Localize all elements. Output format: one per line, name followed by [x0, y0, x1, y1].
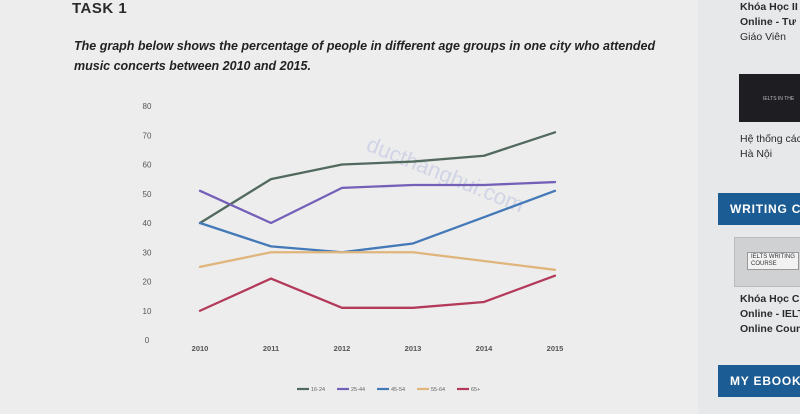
legend-label: 65+: [471, 387, 480, 393]
writing-course-section-header: WRITING C: [718, 193, 800, 225]
legend-item: 55-64: [417, 387, 445, 393]
legend-label: 45-54: [391, 387, 405, 393]
legend-item: 16-24: [297, 387, 325, 393]
sidebar-course-2-title[interactable]: Hệ thống các Hà Nội: [740, 133, 800, 160]
x-tick-label: 2013: [405, 344, 422, 353]
series-line-16-24: [198, 131, 557, 225]
watermark: ducthanghui.com: [363, 131, 528, 217]
y-tick-label: 20: [143, 278, 152, 287]
y-tick-label: 10: [143, 307, 152, 316]
legend-item: 25-44: [337, 387, 365, 393]
task-title: TASK 1: [72, 0, 128, 17]
y-tick-label: 80: [143, 102, 152, 111]
x-tick-label: 2014: [476, 344, 494, 353]
course-thumbnail-1[interactable]: IELTS IN THE: [739, 74, 800, 122]
sidebar-course-3-title[interactable]: Khóa Học Chữ Online - IELTS Online Cours…: [740, 293, 800, 335]
y-tick-label: 30: [143, 248, 152, 257]
series-line-55-64: [198, 251, 557, 271]
legend-label: 55-64: [431, 387, 445, 393]
y-tick-label: 0: [145, 336, 150, 345]
y-tick-label: 60: [143, 161, 152, 170]
y-tick-label: 70: [143, 131, 152, 140]
main-content: TASK 1 The graph below shows the percent…: [0, 0, 698, 414]
sidebar-course-1-title[interactable]: Khóa Học II Online - Tư Giáo Viên: [740, 1, 798, 43]
my-ebook-section-header: MY EBOOK: [718, 365, 800, 397]
x-tick-label: 2012: [334, 344, 351, 353]
legend-label: 16-24: [311, 387, 325, 393]
course-thumbnail-2[interactable]: IELTS WRITING COURSE: [734, 237, 800, 287]
sidebar: Khóa Học II Online - Tư Giáo Viên IELTS …: [698, 0, 800, 414]
line-chart: 0 10 20 30 40 50 60 70 80 2010 2011 2012 2013 2014 20…: [143, 102, 564, 393]
x-tick-label: 2015: [547, 344, 564, 353]
task-prompt: The graph below shows the percentage of …: [74, 39, 656, 73]
legend-item: 65+: [457, 387, 480, 393]
series-line-25-44: [198, 180, 557, 225]
legend-item: 45-54: [377, 387, 405, 393]
series-line-65plus: [198, 274, 557, 312]
series-line-45-54: [198, 189, 557, 254]
x-tick-label: 2010: [192, 344, 209, 353]
y-tick-label: 50: [143, 190, 152, 199]
y-tick-label: 40: [143, 219, 152, 228]
legend-label: 25-44: [351, 387, 365, 393]
x-tick-label: 2011: [263, 344, 279, 353]
